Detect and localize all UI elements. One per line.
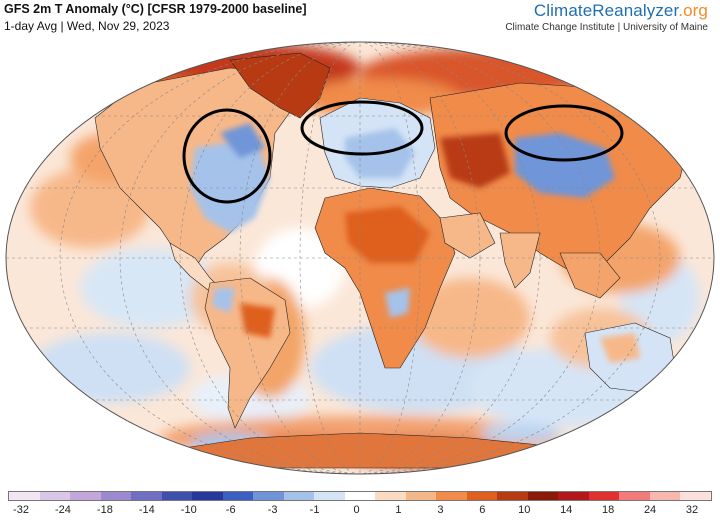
us-east-cold [190,138,270,233]
colorbar-labels: -32 -24 -18 -14 -10 -6 -3 -1 0 1 3 6 10 14 18 24 32 [0,504,720,518]
north-america-circle [182,108,272,204]
africa-hot [345,206,430,263]
siberia-circle [504,104,624,162]
brand-name-main: ClimateReanalyzer [533,1,679,20]
colorbar-tick-label: -14 [138,504,155,516]
brand-affiliation: Climate Change Institute | University of… [505,22,708,33]
brand-logo[interactable]: ClimateReanalyzer.org [505,1,708,21]
colorbar-swatch [466,492,498,500]
siberia-cold [515,133,615,198]
australia-warm [600,333,640,363]
central-asia-hot [440,133,510,188]
colorbar-swatch [222,492,254,500]
colorbar-swatch [161,492,193,500]
colorbar-swatch [436,492,467,500]
colorbar-swatch [527,492,559,500]
colorbar-tick-label: 18 [602,504,615,516]
colorbar-tick-label: -1 [309,504,320,516]
south-america-hot [240,303,275,338]
colorbar-tick-label: -3 [267,504,278,516]
colorbar-swatch [39,492,71,500]
brand-name-tld: .org [678,1,708,20]
colorbar-tick-label: 10 [518,504,531,516]
europe-circle [300,100,424,156]
colorbar-tick-label: 32 [685,504,699,516]
colorbar-tick-label: 24 [643,504,657,516]
colorbar-swatch [253,492,284,500]
colorbar-tick-label: -10 [180,504,197,516]
colorbar-tick-label: 14 [560,504,573,516]
colorbar-tick-label: 1 [395,504,402,516]
globe-outline [5,41,715,475]
colorbar-swatch [70,492,101,500]
colorbar-swatch [9,492,40,500]
brand-block[interactable]: ClimateReanalyzer.org Climate Change Ins… [505,1,708,33]
map-svg [5,41,715,475]
map-subtitle: 1-day Avg | Wed, Nov 29, 2023 [4,19,170,33]
colorbar-swatch [558,492,589,500]
colorbar-tick-label: -24 [54,504,71,516]
colorbar-swatch [619,492,650,500]
colorbar-swatch [588,492,620,500]
colorbar-swatch [344,492,376,500]
colorbar-swatch [283,492,315,500]
colorbar-tick-label: -6 [225,504,236,516]
graticule [6,42,714,474]
colorbar-swatch [192,492,223,500]
colorbar-tick-label: 0 [353,504,360,516]
colorbar-tick-label: 3 [437,504,444,516]
land-layer [94,52,691,469]
colorbar-tick-label: 6 [479,504,486,516]
colorbar-swatch [405,492,437,500]
colorbar-swatch [131,492,162,500]
map-title: GFS 2m T Anomaly (°C) [CFSR 1979-2000 ba… [4,2,307,16]
south-america-cool [212,288,235,313]
anomaly-map [0,38,720,478]
colorbar-swatch [680,492,711,500]
colorbar-tick-label: -32 [13,504,29,516]
canada-east-cold [220,123,265,158]
colorbar-swatch [375,492,406,500]
colorbar-swatch [314,492,345,500]
colorbar [8,491,712,501]
southeast-asia [559,252,621,299]
colorbar-swatch [649,492,681,500]
colorbar-swatch [100,492,132,500]
colorbar-swatch [497,492,528,500]
greenland [229,52,331,119]
arabia [439,212,496,259]
colorbar-tick-label: -18 [96,504,113,516]
africa-south-cool [385,288,410,318]
